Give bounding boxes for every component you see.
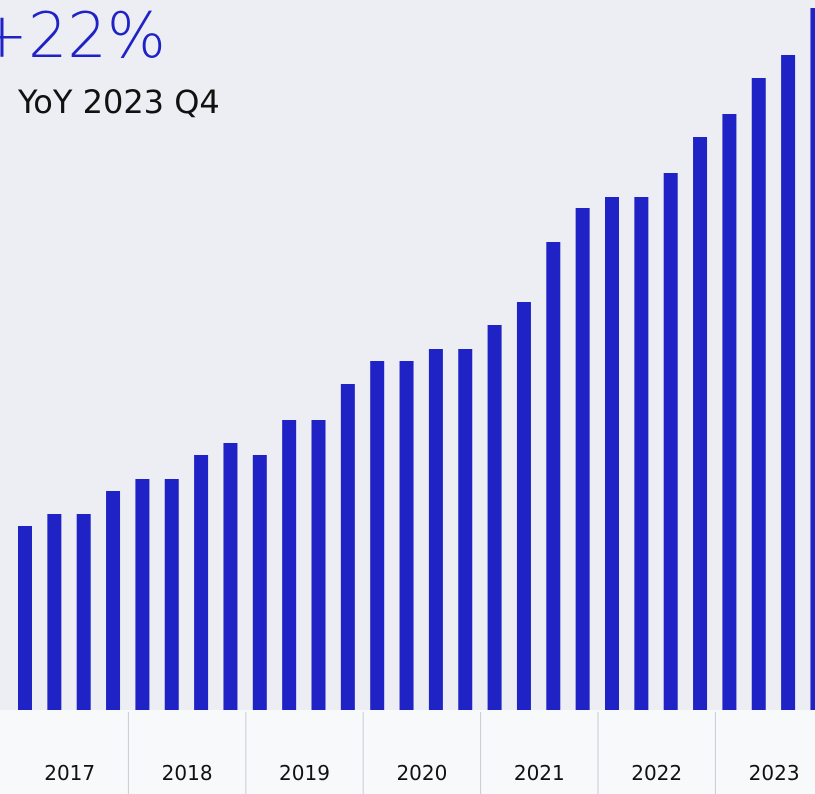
bar	[194, 455, 209, 710]
x-tick-label: 2018	[162, 761, 213, 785]
headline: +22%	[0, 0, 166, 72]
bar	[605, 197, 619, 710]
bar	[76, 514, 91, 710]
bar	[164, 479, 179, 710]
x-tick-label: 2019	[279, 761, 330, 785]
bar	[47, 514, 62, 710]
bar	[18, 526, 32, 710]
bar	[340, 384, 355, 710]
x-tick-label: 2021	[514, 761, 565, 785]
bar	[810, 8, 815, 710]
bar	[311, 420, 326, 710]
x-tick-label: 2020	[396, 761, 447, 785]
bar	[722, 114, 737, 710]
bar	[546, 242, 561, 710]
bar	[458, 349, 473, 710]
x-tick-label: 2022	[631, 761, 682, 785]
bar	[106, 491, 121, 710]
bar	[135, 479, 150, 710]
bar	[252, 455, 267, 710]
bar	[428, 349, 443, 710]
x-tick-label: 2017	[44, 761, 95, 785]
x-tick-label: 2023	[749, 761, 800, 785]
bar	[634, 197, 649, 710]
bar	[282, 420, 297, 710]
bar	[399, 361, 414, 710]
bar	[751, 78, 766, 710]
subtitle: YoY 2023 Q4	[17, 83, 220, 121]
bar	[223, 443, 238, 710]
bar	[370, 361, 385, 710]
bar	[487, 325, 502, 710]
bar	[663, 173, 678, 710]
bar	[516, 302, 531, 710]
bar	[575, 208, 590, 710]
bar	[693, 137, 708, 710]
axis-background	[0, 710, 815, 794]
bar	[781, 55, 796, 710]
